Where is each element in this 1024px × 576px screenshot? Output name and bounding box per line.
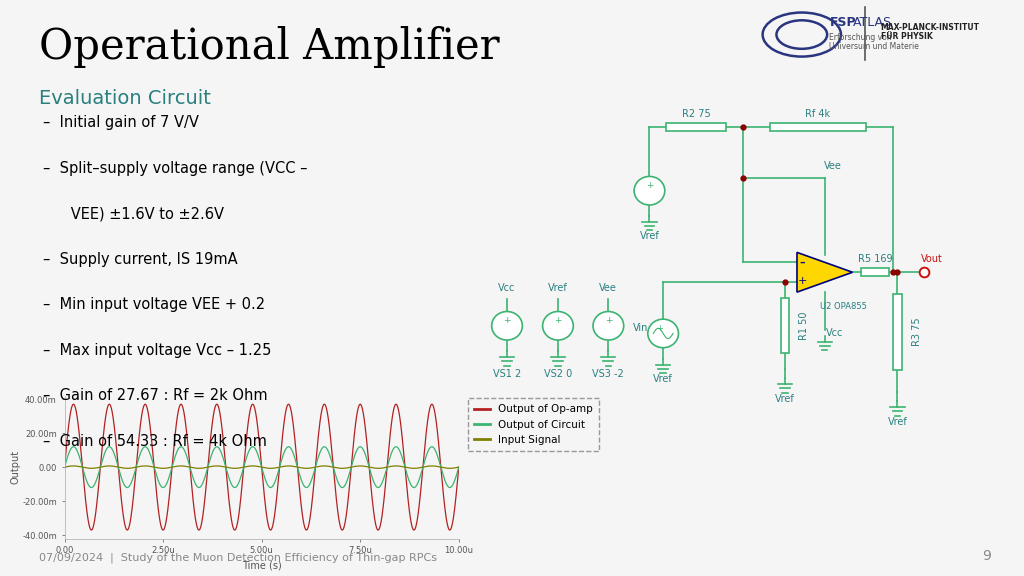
Text: –  Min input voltage VEE + 0.2: – Min input voltage VEE + 0.2 <box>43 297 265 312</box>
Text: R5 169: R5 169 <box>858 254 892 264</box>
Text: FSP: FSP <box>829 16 856 29</box>
Text: R2 75: R2 75 <box>682 109 711 119</box>
Text: +: + <box>656 324 664 333</box>
Text: –  Split–supply voltage range (VCC –: – Split–supply voltage range (VCC – <box>43 161 307 176</box>
Text: U2 OPA855: U2 OPA855 <box>820 302 867 311</box>
Text: –  Supply current, IS 19mA: – Supply current, IS 19mA <box>43 252 238 267</box>
Polygon shape <box>797 252 853 292</box>
Text: +: + <box>604 316 612 325</box>
Circle shape <box>492 312 522 340</box>
Text: Vref: Vref <box>640 231 659 241</box>
Bar <box>770 123 866 131</box>
Text: Rf 4k: Rf 4k <box>805 109 830 119</box>
Text: VS1 2: VS1 2 <box>493 369 521 379</box>
Circle shape <box>593 312 624 340</box>
Text: Vref: Vref <box>775 394 795 404</box>
Text: 9: 9 <box>982 550 991 563</box>
Text: –: – <box>800 258 805 268</box>
Text: +: + <box>798 276 807 286</box>
Text: VEE) ±1.6V to ±2.6V: VEE) ±1.6V to ±2.6V <box>43 206 224 221</box>
Text: –  Initial gain of 7 V/V: – Initial gain of 7 V/V <box>43 115 199 130</box>
Circle shape <box>648 319 679 348</box>
Text: Vin: Vin <box>633 323 648 333</box>
Text: FÜR PHYSIK: FÜR PHYSIK <box>881 32 933 41</box>
Text: R3 75: R3 75 <box>911 318 922 347</box>
Text: Universum und Materie: Universum und Materie <box>829 41 920 51</box>
Text: +: + <box>554 316 562 325</box>
Text: VS3 -2: VS3 -2 <box>593 369 625 379</box>
Text: Vout: Vout <box>921 254 943 264</box>
Text: Vcc: Vcc <box>499 283 516 293</box>
Text: MAX-PLANCK-INSTITUT: MAX-PLANCK-INSTITUT <box>881 23 980 32</box>
Y-axis label: Output: Output <box>10 450 20 484</box>
Text: Vcc: Vcc <box>826 328 844 338</box>
Text: +: + <box>646 181 653 190</box>
Text: VS2 0: VS2 0 <box>544 369 572 379</box>
Legend: Output of Op-amp, Output of Circuit, Input Signal: Output of Op-amp, Output of Circuit, Inp… <box>468 398 599 451</box>
Text: Vee: Vee <box>824 161 842 170</box>
Text: ATLAS: ATLAS <box>853 16 892 29</box>
Text: –  Gain of 54.33 : Rf = 4k Ohm: – Gain of 54.33 : Rf = 4k Ohm <box>43 434 267 449</box>
Text: –  Max input voltage Vcc – 1.25: – Max input voltage Vcc – 1.25 <box>43 343 271 358</box>
Text: Vref: Vref <box>653 374 673 384</box>
Text: Evaluation Circuit: Evaluation Circuit <box>39 89 211 108</box>
Circle shape <box>634 176 665 205</box>
Text: +: + <box>503 316 511 325</box>
Text: –  Gain of 27.67 : Rf = 2k Ohm: – Gain of 27.67 : Rf = 2k Ohm <box>43 388 267 403</box>
Text: Erforschung von: Erforschung von <box>829 33 892 42</box>
Text: Vref: Vref <box>888 417 907 427</box>
Text: R1 50: R1 50 <box>799 312 809 340</box>
Text: Vref: Vref <box>548 283 568 293</box>
Text: Vee: Vee <box>599 283 617 293</box>
Bar <box>860 268 890 276</box>
Circle shape <box>543 312 573 340</box>
Bar <box>893 294 901 370</box>
Text: Operational Amplifier: Operational Amplifier <box>39 26 500 68</box>
Bar <box>667 123 726 131</box>
X-axis label: Time (s): Time (s) <box>242 561 282 571</box>
Bar <box>781 298 790 354</box>
Text: 07/09/2024  |  Study of the Muon Detection Efficiency of Thin-gap RPCs: 07/09/2024 | Study of the Muon Detection… <box>39 553 437 563</box>
